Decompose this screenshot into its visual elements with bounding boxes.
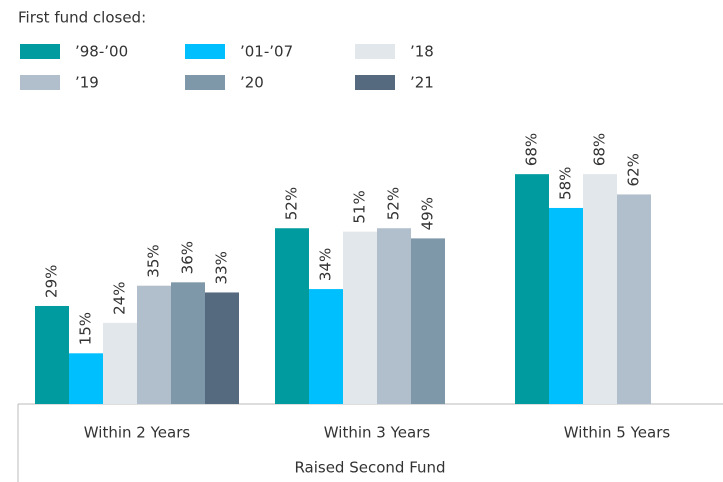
value-label: 62% [625, 153, 643, 186]
bar [377, 228, 411, 404]
legend-label: ’98-’00 [75, 43, 128, 61]
value-label: 68% [591, 133, 609, 166]
legend-title: First fund closed: [18, 9, 146, 27]
legend-swatch [20, 75, 60, 90]
bar [275, 228, 309, 404]
bar [583, 174, 617, 404]
legend-label: ’21 [410, 74, 434, 92]
legend-label: ’18 [410, 43, 434, 61]
value-label: 33% [213, 251, 231, 284]
legend-swatch [185, 75, 225, 90]
legend-label: ’01-’07 [240, 43, 293, 61]
bar [343, 231, 377, 404]
value-label: 36% [179, 241, 197, 274]
value-label: 34% [317, 248, 335, 281]
legend-swatch [355, 75, 395, 90]
value-label: 29% [43, 265, 61, 298]
bar [309, 289, 343, 404]
bar [137, 285, 171, 404]
value-label: 58% [557, 167, 575, 200]
value-label: 52% [283, 187, 301, 220]
bar [515, 174, 549, 404]
x-axis-label: Raised Second Fund [294, 459, 445, 477]
value-label: 68% [523, 133, 541, 166]
bar [69, 353, 103, 404]
value-label: 35% [145, 244, 163, 277]
bar [35, 305, 69, 404]
value-label: 51% [351, 190, 369, 223]
legend-label: ’19 [75, 74, 99, 92]
x-tick-label: Within 2 Years [84, 424, 191, 442]
bar [103, 322, 137, 404]
bar [411, 238, 445, 404]
bar [549, 207, 583, 404]
value-label: 24% [111, 282, 129, 315]
value-label: 15% [77, 312, 95, 345]
bar [171, 282, 205, 404]
legend-swatch [355, 44, 395, 59]
value-label: 49% [419, 197, 437, 230]
legend-label: ’20 [240, 74, 264, 92]
bar [617, 194, 651, 404]
x-tick-label: Within 3 Years [324, 424, 431, 442]
bar [205, 292, 239, 404]
x-tick-label: Within 5 Years [564, 424, 671, 442]
value-label: 52% [385, 187, 403, 220]
legend-swatch [185, 44, 225, 59]
legend-swatch [20, 44, 60, 59]
